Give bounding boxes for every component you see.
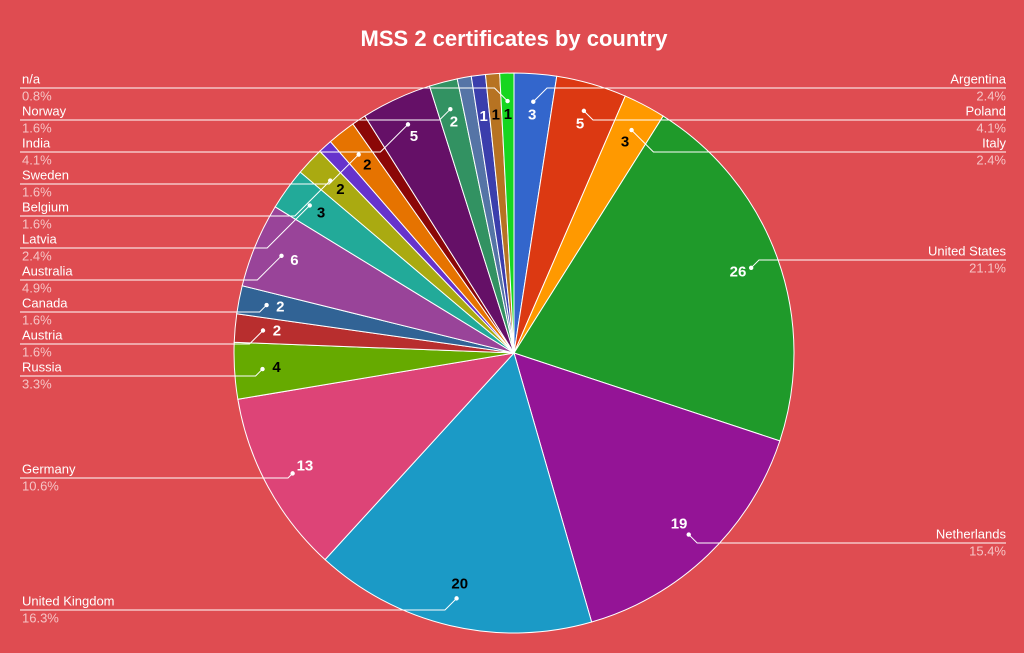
- slice: [513, 115, 795, 442]
- category-label: Latvia: [22, 231, 57, 246]
- leader-dot: [686, 532, 691, 537]
- leader-line: [688, 534, 1006, 544]
- percent-label: 1.6%: [22, 184, 52, 199]
- value-label: 1: [504, 106, 512, 123]
- leader-line: [631, 129, 1006, 153]
- percent-label: 15.4%: [969, 543, 1006, 558]
- percent-label: 4.9%: [22, 280, 52, 295]
- category-label: Canada: [22, 295, 68, 310]
- leader-line: [532, 87, 1006, 103]
- category-label: Netherlands: [936, 526, 1007, 541]
- value-label: 2: [450, 114, 458, 131]
- category-label: United Kingdom: [22, 593, 115, 608]
- leader-dot: [260, 328, 266, 333]
- leader-dot: [454, 596, 459, 601]
- value-label: 1: [492, 107, 500, 124]
- category-label: Austria: [22, 327, 63, 342]
- leader-dot: [264, 302, 269, 308]
- leader-dot: [581, 108, 587, 114]
- leader-dot: [448, 106, 453, 112]
- percent-label: 4.1%: [22, 152, 52, 167]
- leader-line: [20, 330, 264, 345]
- leader-dot: [290, 471, 295, 476]
- leader-dot: [748, 265, 754, 271]
- leader-dot: [531, 99, 536, 104]
- percent-label: 16.3%: [22, 610, 59, 625]
- leader-line: [20, 304, 267, 313]
- leader-line: [20, 368, 263, 377]
- leader-line: [20, 108, 451, 121]
- leader-dot: [405, 122, 411, 127]
- percent-label: 1.6%: [22, 344, 52, 359]
- leader-line: [20, 124, 409, 153]
- value-label: 13: [297, 458, 314, 475]
- category-label: Germany: [22, 461, 76, 476]
- leader-line: [20, 205, 311, 249]
- category-label: Sweden: [22, 167, 69, 182]
- leader-dot: [279, 253, 284, 259]
- leader-line: [20, 180, 331, 217]
- value-label: 1: [480, 108, 488, 125]
- percent-label: 3.3%: [22, 376, 52, 391]
- percent-label: 1.6%: [22, 216, 52, 231]
- leader-line: [20, 154, 360, 185]
- percent-label: 1.6%: [22, 120, 52, 135]
- percent-label: 2.4%: [976, 152, 1006, 167]
- category-label: Poland: [966, 103, 1006, 118]
- value-label: 2: [273, 323, 281, 340]
- percent-label: 10.6%: [22, 478, 59, 493]
- value-label: 26: [730, 264, 747, 281]
- value-label: 2: [363, 157, 371, 174]
- leader-dot: [629, 127, 634, 133]
- percent-label: 0.8%: [22, 88, 52, 103]
- category-label: n/a: [22, 71, 41, 86]
- leader-line: [20, 87, 508, 102]
- leader-line: [20, 255, 282, 281]
- value-label: 4: [272, 359, 281, 376]
- category-label: Italy: [982, 135, 1006, 150]
- percent-label: 2.4%: [976, 88, 1006, 103]
- percent-label: 1.6%: [22, 312, 52, 327]
- leader-dot: [260, 366, 265, 372]
- category-label: Norway: [22, 103, 67, 118]
- leader-dot: [505, 98, 510, 104]
- value-label: 3: [317, 205, 325, 222]
- slice: [237, 352, 516, 561]
- value-label: 3: [621, 133, 629, 150]
- leader-dot: [356, 152, 361, 157]
- category-label: Argentina: [950, 71, 1006, 86]
- value-label: 19: [671, 515, 688, 532]
- category-label: Australia: [22, 263, 73, 278]
- percent-label: 21.1%: [969, 260, 1006, 275]
- chart-title: MSS 2 certificates by country: [361, 26, 669, 51]
- value-label: 5: [410, 128, 418, 145]
- value-label: 20: [451, 576, 468, 593]
- value-label: 3: [528, 107, 536, 124]
- slice: [513, 352, 781, 623]
- value-label: 2: [336, 181, 344, 198]
- category-label: Russia: [22, 359, 63, 374]
- leader-line: [583, 110, 1006, 121]
- value-label: 5: [576, 115, 584, 132]
- slice: [499, 72, 515, 354]
- percent-label: 2.4%: [22, 248, 52, 263]
- category-label: Belgium: [22, 199, 69, 214]
- category-label: India: [22, 135, 51, 150]
- category-label: United States: [928, 243, 1007, 258]
- slice: [324, 352, 593, 634]
- leader-line: [20, 598, 457, 611]
- leader-dot: [307, 203, 312, 208]
- value-label: 6: [290, 252, 298, 269]
- leader-line: [750, 259, 1006, 269]
- percent-label: 4.1%: [976, 120, 1006, 135]
- value-label: 2: [276, 299, 284, 316]
